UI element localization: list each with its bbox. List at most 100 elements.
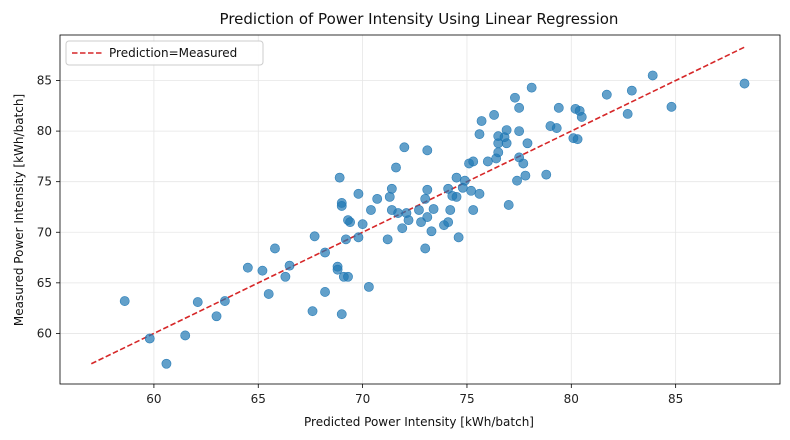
data-point [522, 138, 533, 149]
data-point [493, 147, 504, 158]
data-point [357, 219, 368, 230]
data-point [647, 70, 658, 81]
data-point [332, 261, 343, 272]
data-point [489, 110, 499, 120]
data-point [280, 271, 291, 282]
x-tick-label: 75 [459, 392, 474, 406]
data-point [576, 112, 587, 122]
data-point [397, 223, 408, 234]
chart-title: Prediction of Power Intensity Using Line… [220, 10, 619, 28]
data-point [503, 200, 514, 210]
data-point [514, 126, 525, 137]
data-point [192, 297, 203, 307]
x-tick-label: 85 [668, 392, 683, 406]
data-point [422, 145, 433, 156]
y-tick-label: 65 [37, 276, 52, 290]
data-point [512, 175, 522, 186]
y-tick-label: 80 [37, 124, 52, 138]
data-point [119, 296, 130, 306]
data-point [510, 92, 520, 103]
data-point [399, 142, 410, 153]
data-point [219, 296, 230, 306]
data-point [422, 212, 433, 222]
data-point [307, 306, 318, 317]
data-point [468, 156, 479, 167]
data-point [366, 205, 376, 215]
data-point [501, 125, 512, 135]
data-point [420, 193, 431, 204]
data-point [353, 188, 364, 199]
y-tick-label: 85 [37, 74, 52, 88]
data-point [336, 198, 347, 208]
plot-frame [59, 34, 781, 385]
data-point [466, 185, 477, 196]
data-point [263, 289, 274, 299]
data-point [270, 243, 280, 254]
data-point [343, 271, 353, 282]
y-tick-label: 75 [37, 175, 52, 189]
data-point [520, 170, 531, 181]
data-point [453, 232, 464, 243]
data-point [551, 123, 562, 133]
data-point [482, 156, 493, 167]
x-tick-label: 80 [564, 392, 579, 406]
legend-label: Prediction=Measured [109, 46, 237, 60]
legend-box [65, 40, 264, 66]
data-point [161, 358, 172, 369]
data-point [426, 226, 437, 237]
data-point [553, 102, 564, 113]
data-point [626, 85, 637, 96]
grid [60, 35, 780, 384]
data-point [403, 215, 414, 226]
data-point [422, 184, 433, 195]
data-point [443, 217, 454, 228]
data-point [334, 172, 345, 183]
data-point [144, 333, 155, 344]
x-tick-label: 70 [355, 392, 370, 406]
data-point [336, 309, 347, 320]
data-point [476, 116, 487, 126]
data-point [739, 78, 750, 89]
y-axis-label: Measured Power Intensity [kWh/batch] [12, 94, 26, 326]
points-group [119, 70, 750, 369]
data-point [474, 188, 485, 199]
data-point [320, 287, 330, 297]
data-point [382, 234, 393, 245]
data-point [257, 265, 268, 276]
data-point [363, 281, 374, 292]
legend: Prediction=Measured [65, 40, 264, 66]
data-point [572, 134, 583, 145]
data-point [666, 101, 677, 112]
data-point [284, 260, 295, 271]
data-point [445, 205, 456, 215]
data-point [541, 169, 552, 180]
data-point [309, 231, 320, 242]
data-point [242, 262, 253, 273]
data-point [428, 204, 439, 214]
data-point [501, 138, 512, 149]
data-point [414, 205, 424, 215]
data-point [451, 191, 462, 202]
x-axis-ticks: 60 65 70 75 80 85 [146, 384, 683, 406]
data-point [372, 193, 383, 204]
data-point [459, 175, 470, 186]
y-axis-ticks: 60 65 70 75 80 85 [37, 74, 60, 340]
data-point [180, 330, 191, 341]
data-point [468, 205, 479, 215]
y-tick-label: 70 [37, 225, 52, 239]
y-tick-label: 60 [37, 326, 52, 340]
data-point [391, 162, 401, 173]
x-axis-label: Predicted Power Intensity [kWh/batch] [304, 415, 534, 429]
data-point [451, 172, 462, 183]
data-point [345, 217, 355, 228]
data-point [211, 311, 222, 322]
data-point [474, 129, 485, 140]
data-point [341, 234, 351, 245]
data-point [353, 232, 364, 243]
data-point [320, 247, 330, 258]
data-point [514, 102, 525, 113]
x-tick-label: 60 [146, 392, 161, 406]
data-point [601, 89, 612, 100]
x-tick-label: 65 [251, 392, 266, 406]
